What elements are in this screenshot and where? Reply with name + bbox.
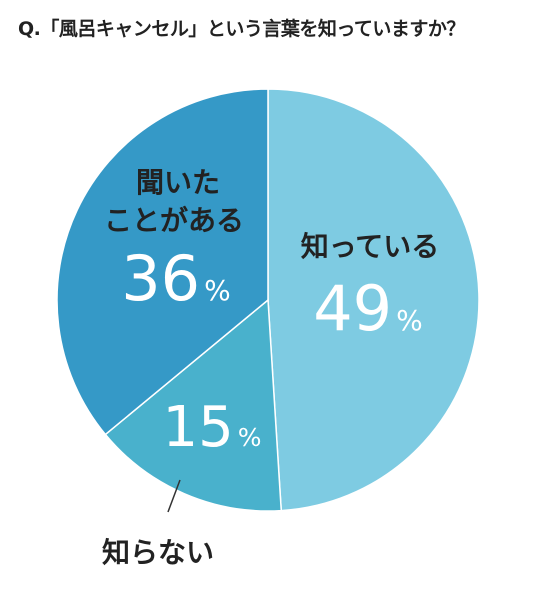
slice-label-2-line-1: ことがある: [104, 204, 244, 237]
pie-slice-2: [56, 88, 269, 436]
slice-percent-0: 49%: [313, 272, 423, 345]
slice-label-0: 知っている: [301, 230, 440, 263]
pie-slice-0: [267, 88, 480, 512]
chart-title: Q.「風呂キャンセル」という言葉を知っていますか？: [18, 18, 465, 40]
pie-slice-1: [104, 298, 283, 512]
slice-label-2-line-0: 聞いた: [136, 166, 220, 199]
slice-label-1: 知らない: [102, 536, 214, 569]
leader-line: [167, 479, 181, 513]
slice-percent-1: 15%: [162, 395, 261, 460]
slice-percent-2: 36%: [121, 242, 231, 315]
